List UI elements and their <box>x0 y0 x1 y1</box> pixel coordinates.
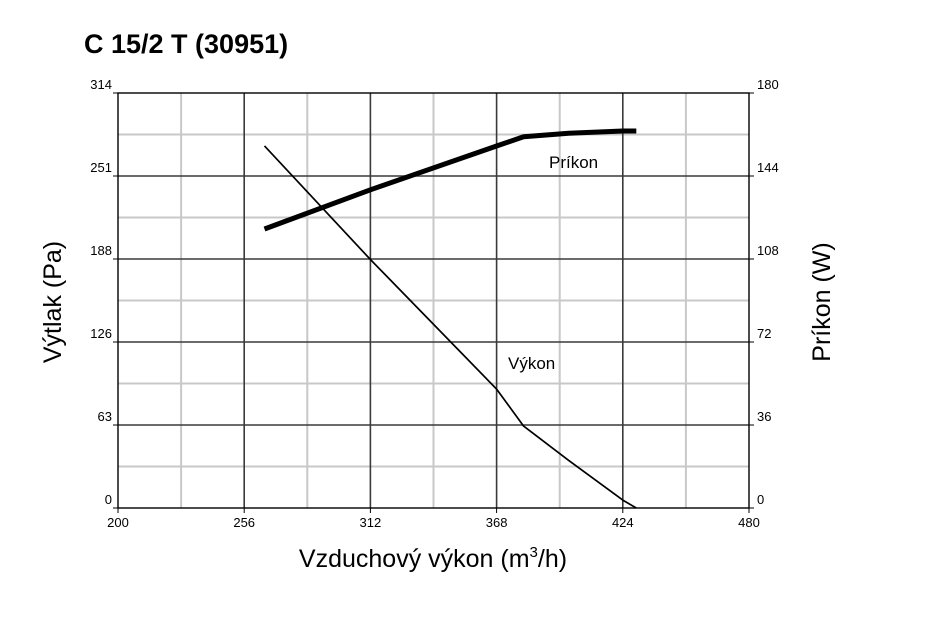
y-right-tick-label: 108 <box>757 243 779 258</box>
y-right-tick-label: 180 <box>757 77 779 92</box>
chart-title: C 15/2 T (30951) <box>84 29 288 59</box>
tick-marks <box>113 92 754 513</box>
x-axis-label-sup: 3 <box>530 544 538 561</box>
x-tick-label: 256 <box>233 515 255 530</box>
y-left-tick-label: 126 <box>90 326 112 341</box>
grid-major <box>118 93 749 508</box>
x-axis-label-end: /h) <box>538 545 567 573</box>
y-left-tick-label: 251 <box>90 160 112 175</box>
series-line-prikon <box>263 128 637 232</box>
x-tick-label: 424 <box>612 515 634 530</box>
x-tick-label: 368 <box>486 515 508 530</box>
y-left-tick-label: 314 <box>90 77 112 92</box>
y-left-axis-label: Výtlak (Pa) <box>39 241 67 363</box>
series-lines <box>263 128 637 509</box>
y-left-tick-label: 188 <box>90 243 112 258</box>
series-line-vykon <box>263 145 637 509</box>
x-tick-label: 480 <box>738 515 760 530</box>
y-right-tick-label: 144 <box>757 160 779 175</box>
x-tick-labels: 200 256 312 368 424 480 <box>107 515 760 530</box>
y-right-tick-label: 36 <box>757 409 771 424</box>
x-axis-label-main: Vzduchový výkon (m <box>299 545 530 573</box>
y-right-tick-label: 72 <box>757 326 771 341</box>
y-right-tick-label: 0 <box>757 492 764 507</box>
y-right-axis-label: Príkon (W) <box>808 242 836 361</box>
grid-minor <box>118 93 749 508</box>
series-label-prikon: Príkon <box>549 153 598 172</box>
series-label-vykon: Výkon <box>508 354 555 373</box>
x-tick-label: 312 <box>360 515 382 530</box>
y-left-tick-label: 0 <box>105 492 112 507</box>
plot-frame <box>117 92 750 509</box>
x-tick-label: 200 <box>107 515 129 530</box>
y-left-tick-labels: 0 63 126 188 251 314 <box>90 77 112 507</box>
y-left-tick-label: 63 <box>98 409 112 424</box>
x-axis-label: Vzduchový výkon (m3/h) <box>299 544 567 573</box>
y-right-tick-labels: 0 36 72 108 144 180 <box>757 77 779 507</box>
